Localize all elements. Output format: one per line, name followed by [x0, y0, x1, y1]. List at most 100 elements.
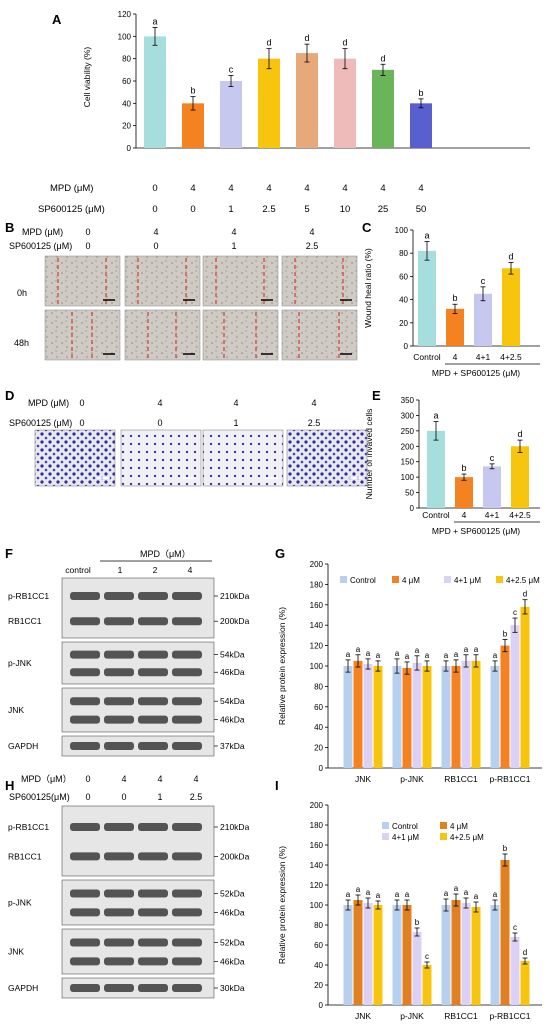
- condition-value: 4: [231, 227, 236, 237]
- significance-letter: d: [266, 38, 271, 48]
- significance-letter: a: [425, 651, 430, 660]
- blot-membrane: [61, 687, 215, 733]
- condition-value: 0: [85, 774, 90, 784]
- y-tick-label: 160: [310, 841, 324, 850]
- y-axis-label: Relative protein expression (%): [277, 607, 287, 725]
- y-tick-label: 120: [310, 881, 324, 890]
- row-label-mpd: MPD (μM): [22, 227, 63, 237]
- y-tick-label: 100: [395, 226, 409, 235]
- bar-1-1: [402, 668, 412, 768]
- chart-cell-viability: 0 20 40 60 80 100 120 Cell viability (%) a b c d d d d…: [82, 10, 530, 153]
- bar-0-3: [373, 666, 383, 768]
- bar-3-1: [500, 860, 510, 1005]
- bar-3-3: [520, 606, 530, 768]
- significance-letter: a: [433, 411, 438, 421]
- significance-letter: b: [190, 86, 195, 96]
- y-tick-label: 80: [399, 249, 408, 258]
- significance-letter: d: [523, 590, 527, 599]
- y-tick-label: 200: [310, 560, 324, 569]
- condition-value: 2.5: [190, 792, 203, 802]
- kda-marker: 52kDa: [220, 938, 245, 948]
- y-axis-label: Number of invaved cells: [364, 409, 374, 500]
- bar-2-1: [451, 666, 461, 768]
- condition-value: 50: [416, 204, 427, 215]
- kda-marker: 54kDa: [220, 650, 245, 660]
- y-tick-label: 0: [127, 144, 132, 153]
- blot-band: [172, 715, 202, 724]
- y-tick-label: 0: [404, 342, 409, 351]
- x-axis-label: MPD + SP600125 (μM): [432, 368, 520, 378]
- kda-marker: 30kDa: [220, 983, 245, 993]
- bar-1-3: [422, 666, 432, 768]
- condition-value: 0: [85, 792, 90, 802]
- y-tick-label: 50: [405, 489, 414, 498]
- x-tick-label: p-RB1CC1: [489, 1011, 530, 1021]
- y-tick-label: 250: [401, 427, 415, 436]
- condition-value: 0: [152, 204, 157, 215]
- significance-letter: a: [454, 650, 459, 659]
- blot-band: [138, 823, 168, 831]
- y-tick-label: 0: [319, 1001, 324, 1010]
- significance-letter: a: [415, 646, 420, 655]
- significance-letter: a: [444, 651, 449, 660]
- condition-value: 0: [121, 792, 126, 802]
- blot-membrane: [61, 641, 215, 685]
- bar-0: [144, 36, 166, 149]
- panel-A-conditions: MPD (μM) SP600125 (μM) 0 4 4 4 4 4 4 4 0 0 1 2.5 5 10…: [38, 183, 426, 215]
- y-tick-label: 200: [310, 801, 324, 810]
- time-label-0h: 0h: [17, 288, 27, 298]
- bar-2-3: [471, 660, 481, 768]
- blot-band: [104, 852, 134, 861]
- bar-1-2: [412, 932, 422, 1005]
- significance-letter: d: [342, 38, 347, 48]
- significance-letter: b: [503, 629, 508, 638]
- y-tick-label: 80: [314, 682, 323, 691]
- protein-label: p-JNK: [8, 658, 32, 668]
- y-tick-label: 60: [314, 941, 323, 950]
- bar-3: [502, 268, 520, 346]
- blot-band: [104, 742, 134, 750]
- bar-5: [334, 58, 356, 148]
- blot-band: [70, 823, 100, 831]
- bar-6: [372, 69, 394, 148]
- condition-value: 4: [153, 227, 158, 237]
- bar-0: [427, 430, 445, 508]
- bar-3-2: [510, 625, 520, 768]
- blot-band: [172, 617, 202, 626]
- y-tick-label: 150: [401, 458, 415, 467]
- row-label-sp: SP600125 (μM): [9, 418, 72, 428]
- y-tick-label: 100: [401, 473, 415, 482]
- y-tick-label: 0: [319, 764, 324, 773]
- panel-label-H: H: [5, 778, 14, 793]
- significance-letter: d: [380, 53, 385, 63]
- time-label-48h: 48h: [14, 338, 29, 348]
- scratch-image: [124, 255, 201, 307]
- condition-value: 0: [153, 241, 158, 251]
- legend-swatch: [382, 833, 389, 840]
- blot-band: [138, 650, 168, 659]
- bar-2: [483, 466, 501, 508]
- blot-band: [172, 650, 202, 659]
- condition-value: 4: [157, 398, 162, 408]
- x-tick-label: JNK: [355, 774, 371, 784]
- legend-label: Control: [392, 822, 418, 831]
- panel-B-images: MPD (μM) SP600125 (μM) 0 4 4 4 0 0 1 2.5 0h 48h: [9, 227, 358, 361]
- kda-marker: 52kDa: [220, 889, 245, 899]
- significance-letter: c: [425, 952, 429, 961]
- y-tick-label: 120: [118, 10, 132, 19]
- significance-letter: b: [415, 918, 420, 927]
- blot-band: [104, 650, 134, 659]
- condition-value: 4: [311, 398, 316, 408]
- row-label-mpd: MPD (μM): [50, 183, 93, 194]
- condition-value: 4: [304, 183, 309, 194]
- blot-band: [70, 742, 100, 750]
- significance-letter: a: [376, 891, 381, 900]
- condition-value: 4: [266, 183, 271, 194]
- significance-letter: b: [461, 463, 466, 473]
- bar-2-3: [471, 907, 481, 1005]
- y-tick-label: 120: [310, 642, 324, 651]
- chart-invaded-cells: 0 50 100 150 200 250 300 350 Number of invaved c…: [364, 396, 540, 536]
- y-tick-label: 160: [310, 601, 324, 610]
- bar-1-0: [392, 905, 402, 1005]
- scratch-image: [281, 255, 358, 307]
